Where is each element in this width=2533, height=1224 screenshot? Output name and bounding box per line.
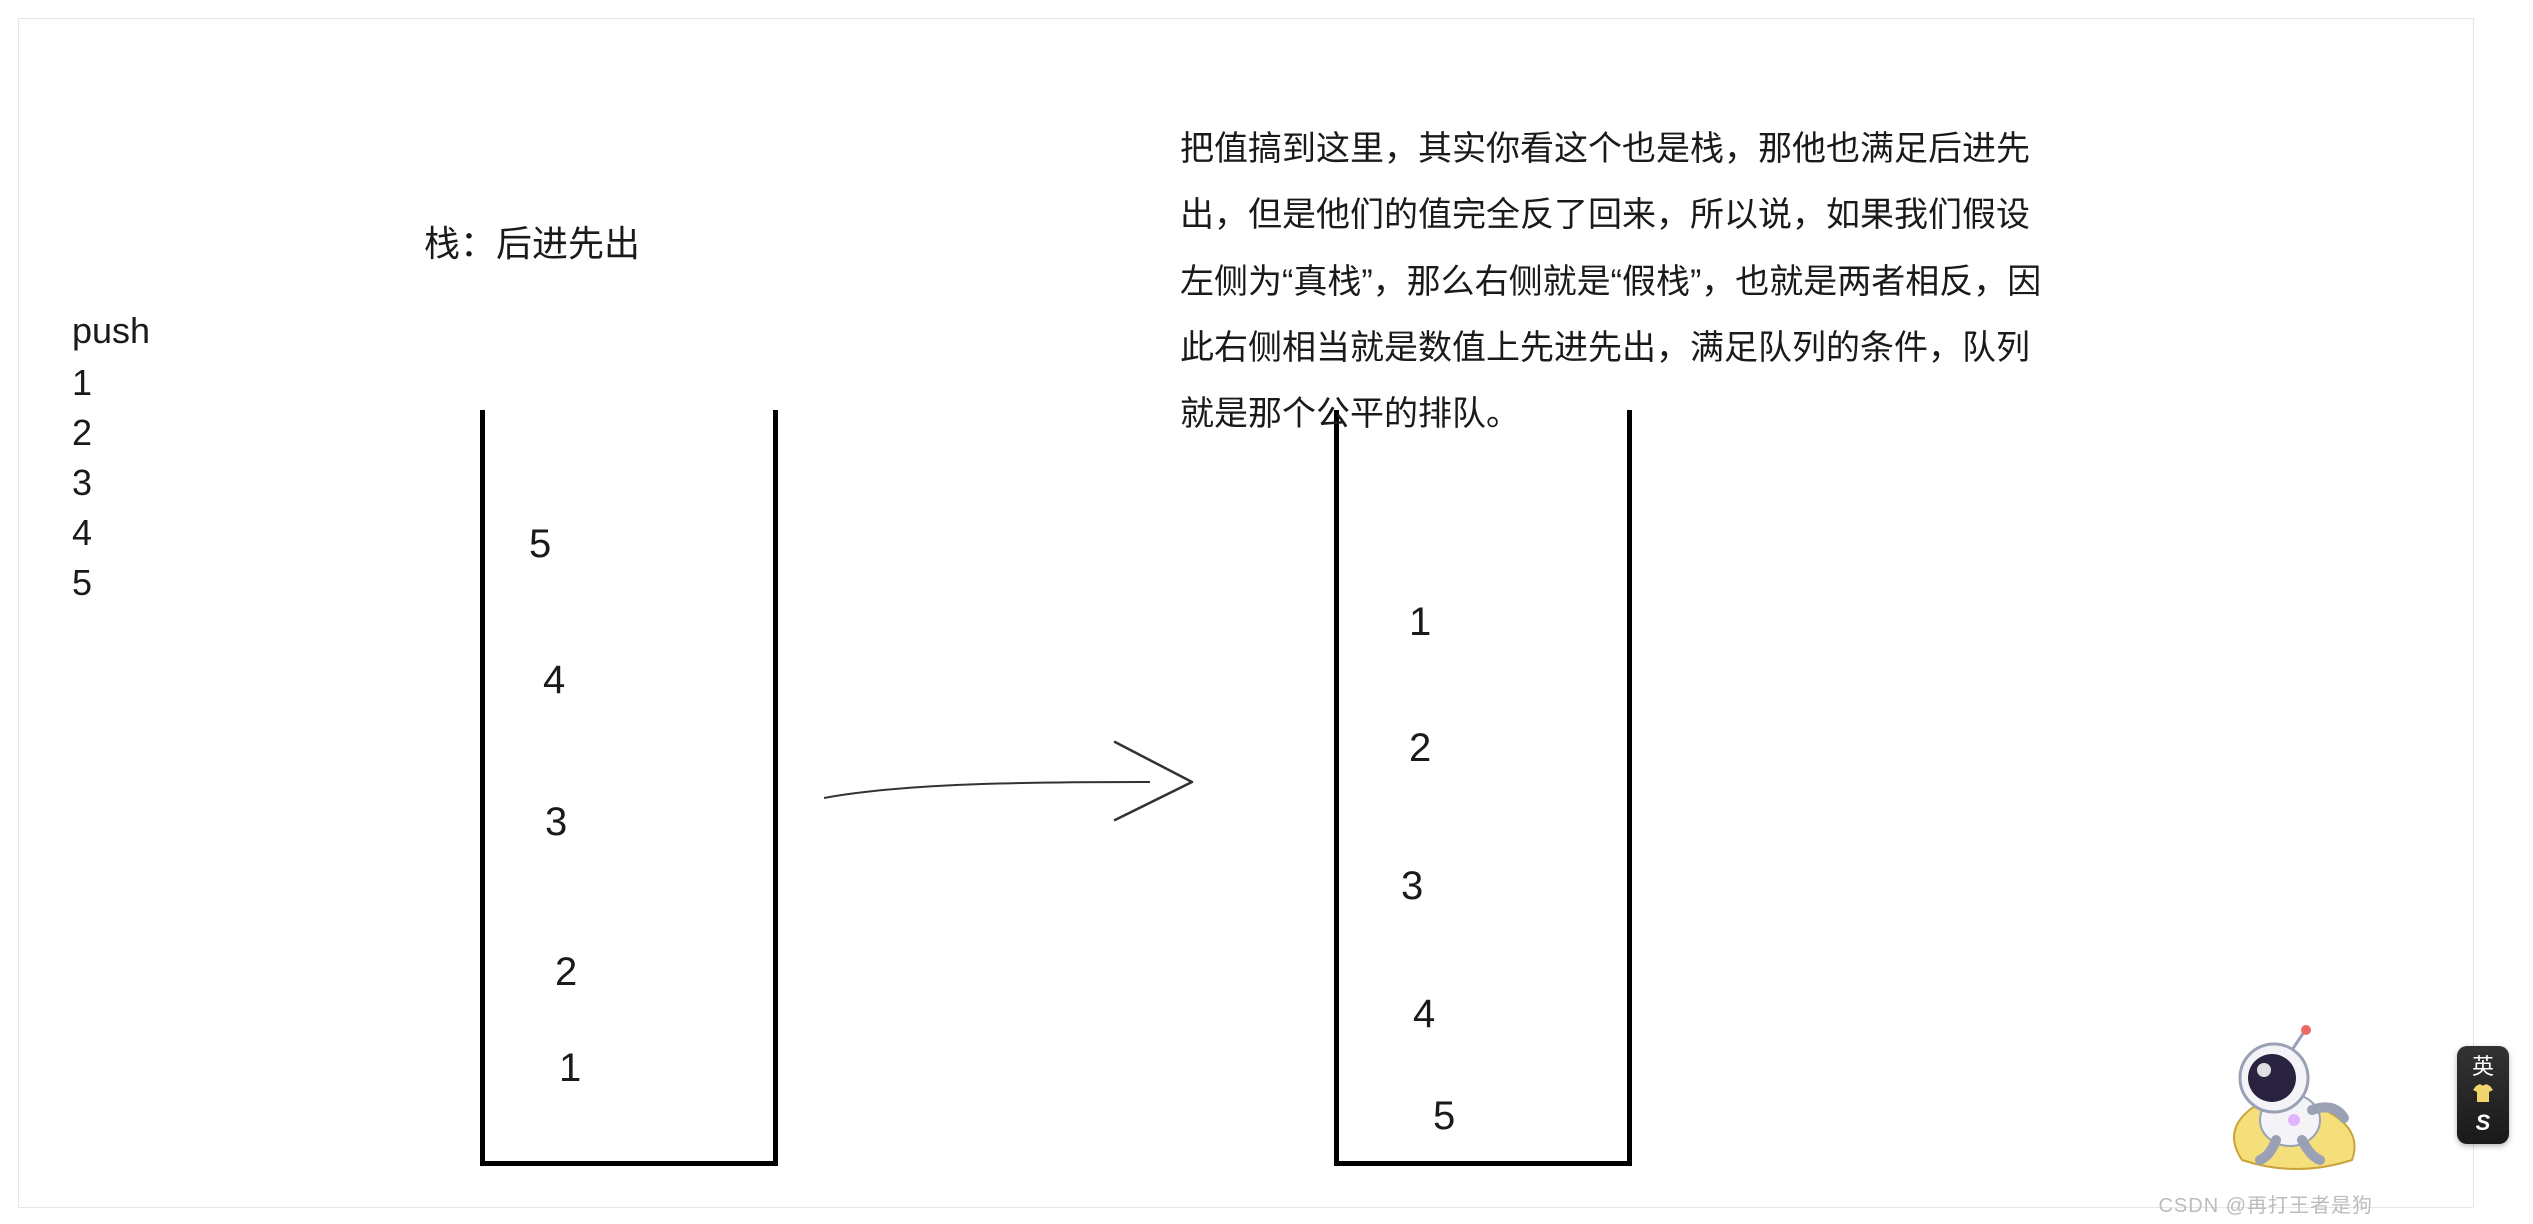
ime-mode-label: S: [2476, 1112, 2491, 1134]
push-item: 2: [72, 412, 92, 454]
push-label: push: [72, 310, 150, 352]
stack-item: 5: [1433, 1094, 1455, 1139]
push-item: 5: [72, 562, 92, 604]
stack-item: 3: [1401, 864, 1423, 909]
mascot-icon: [2212, 1010, 2377, 1175]
left-stack-box: 5 4 3 2 1: [480, 410, 778, 1166]
stack-item: 4: [1413, 992, 1435, 1037]
ime-indicator[interactable]: 英 S: [2457, 1046, 2509, 1144]
stack-item: 5: [529, 522, 551, 567]
push-item: 3: [72, 462, 92, 504]
ime-lang-label: 英: [2472, 1056, 2494, 1078]
stack-item: 2: [555, 950, 577, 995]
explanation-text: 把值搞到这里，其实你看这个也是栈，那他也满足后进先出，但是他们的值完全反了回来，…: [1180, 116, 2060, 447]
push-item: 1: [72, 362, 92, 404]
push-item: 4: [72, 512, 92, 554]
stack-item: 4: [543, 658, 565, 703]
arrow-icon: [820, 720, 1240, 830]
stack-item: 3: [545, 800, 567, 845]
stack-item: 1: [559, 1046, 581, 1091]
stack-item: 1: [1409, 600, 1431, 645]
right-stack-box: 1 2 3 4 5: [1334, 410, 1632, 1166]
stack-item: 2: [1409, 726, 1431, 771]
diagram-title: 栈：后进先出: [424, 215, 640, 267]
shirt-icon: [2472, 1083, 2494, 1107]
watermark-text: CSDN @再打王者是狗: [2158, 1189, 2373, 1218]
